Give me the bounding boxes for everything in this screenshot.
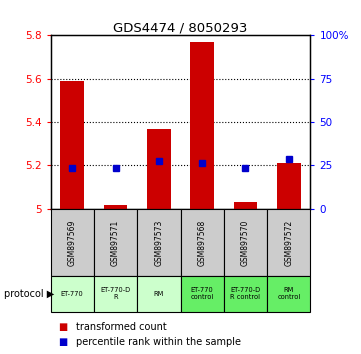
Text: percentile rank within the sample: percentile rank within the sample	[76, 337, 241, 347]
Bar	[224, 209, 267, 276]
Bar	[234, 202, 257, 209]
Text: GSM897569: GSM897569	[68, 219, 77, 266]
Bar	[94, 276, 137, 312]
Text: RM: RM	[154, 291, 164, 297]
Bar	[267, 276, 310, 312]
Bar	[180, 209, 224, 276]
Bar	[277, 163, 301, 209]
Bar	[104, 205, 127, 209]
Text: GSM897571: GSM897571	[111, 219, 120, 266]
Bar	[224, 276, 267, 312]
Text: ET-770
control: ET-770 control	[191, 287, 214, 300]
Bar	[94, 209, 137, 276]
Text: transformed count: transformed count	[76, 322, 166, 332]
Title: GDS4474 / 8050293: GDS4474 / 8050293	[113, 21, 248, 34]
Bar	[180, 276, 224, 312]
Bar	[51, 276, 94, 312]
Text: RM
control: RM control	[277, 287, 300, 300]
Bar	[190, 42, 214, 209]
Text: protocol ▶: protocol ▶	[4, 289, 54, 299]
Bar	[267, 209, 310, 276]
Text: ■: ■	[58, 337, 67, 347]
Text: GSM897573: GSM897573	[155, 219, 163, 266]
Text: GSM897570: GSM897570	[241, 219, 250, 266]
Text: ET-770-D
R control: ET-770-D R control	[230, 287, 261, 300]
Bar	[137, 276, 180, 312]
Text: ■: ■	[58, 322, 67, 332]
Bar	[60, 81, 84, 209]
Bar	[51, 209, 94, 276]
Text: GSM897572: GSM897572	[284, 219, 293, 266]
Bar	[137, 209, 180, 276]
Bar	[147, 129, 171, 209]
Text: ET-770-D
R: ET-770-D R	[100, 287, 131, 300]
Text: ET-770: ET-770	[61, 291, 84, 297]
Text: GSM897568: GSM897568	[198, 219, 206, 266]
